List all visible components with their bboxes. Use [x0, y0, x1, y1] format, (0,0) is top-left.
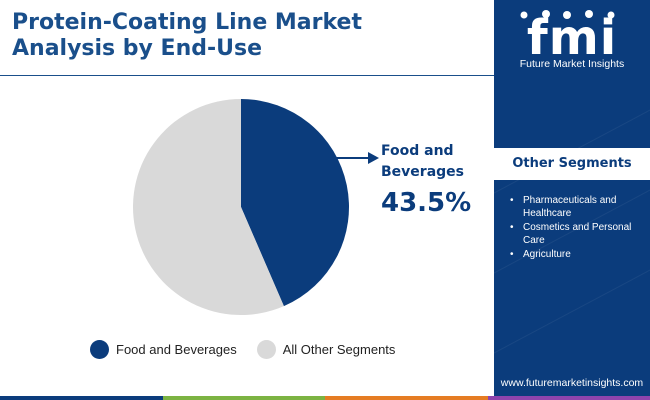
legend-label-all-other-segments: All Other Segments: [282, 342, 396, 357]
footer-stripe: [325, 396, 488, 400]
callout-value: 43.5%: [381, 188, 472, 218]
legend-item-food-and-beverages: Food and Beverages: [90, 340, 237, 359]
callout-label-line-1: Food and: [381, 143, 454, 159]
callout-label-line-2: Beverages: [381, 164, 464, 180]
pie-slice-all-other-segments: [133, 99, 284, 315]
logo-subtitle: Future Market Insights: [519, 58, 625, 70]
chart-title: Protein-Coating Line Market Analysis by …: [12, 10, 432, 62]
chart-title-line-1: Protein-Coating Line Market: [12, 10, 362, 35]
fmi-logo-mark: fmi: [527, 10, 617, 66]
logo-dot-3: [563, 11, 571, 19]
other-segments-heading: Other Segments: [494, 148, 650, 180]
chart-legend: Food and Beverages All Other Segments: [90, 340, 415, 359]
footer-color-bar: [0, 396, 650, 400]
chart-title-line-2: Analysis by End-Use: [12, 36, 263, 61]
callout-label: Food and Beverages: [381, 141, 491, 183]
legend-item-all-other-segments: All Other Segments: [256, 340, 396, 359]
legend-label-food-and-beverages: Food and Beverages: [116, 342, 237, 357]
other-segment-label: Pharmaceuticals and Healthcare: [523, 195, 617, 219]
background-line: [494, 253, 650, 368]
footer-stripe: [162, 396, 325, 400]
website-url[interactable]: www.futuremarketinsights.com: [500, 377, 644, 389]
legend-swatch-food-and-beverages: [90, 340, 109, 359]
bullet-icon: •: [510, 249, 514, 260]
pie-slice-food-and-beverages: [241, 99, 349, 307]
logo-dot-4: [585, 10, 593, 18]
legend-swatch-all-other-segments: [256, 340, 276, 359]
other-segments-list: • Pharmaceuticals and Healthcare • Cosmeti…: [508, 194, 644, 262]
other-segment-item: • Pharmaceuticals and Healthcare: [508, 194, 644, 220]
title-divider: [0, 75, 494, 76]
other-segment-item: • Cosmetics and Personal Care: [508, 221, 644, 247]
other-segment-item: • Agriculture: [508, 248, 644, 261]
side-panel: fmi Future Market Insights Other Segment…: [494, 0, 650, 400]
other-segment-label: Cosmetics and Personal Care: [523, 222, 632, 246]
callout-arrow-icon: [330, 152, 379, 164]
logo-dot-5: [607, 11, 615, 19]
footer-stripe: [487, 396, 650, 400]
pie-chart: [133, 99, 349, 315]
footer-stripe: [0, 396, 163, 400]
bullet-icon: •: [510, 195, 514, 206]
fmi-logo-icon: fmi: [520, 10, 617, 66]
other-segment-label: Agriculture: [523, 249, 571, 260]
logo-dot-2: [542, 10, 550, 18]
logo-dot-1: [520, 11, 528, 19]
bullet-icon: •: [510, 222, 514, 233]
